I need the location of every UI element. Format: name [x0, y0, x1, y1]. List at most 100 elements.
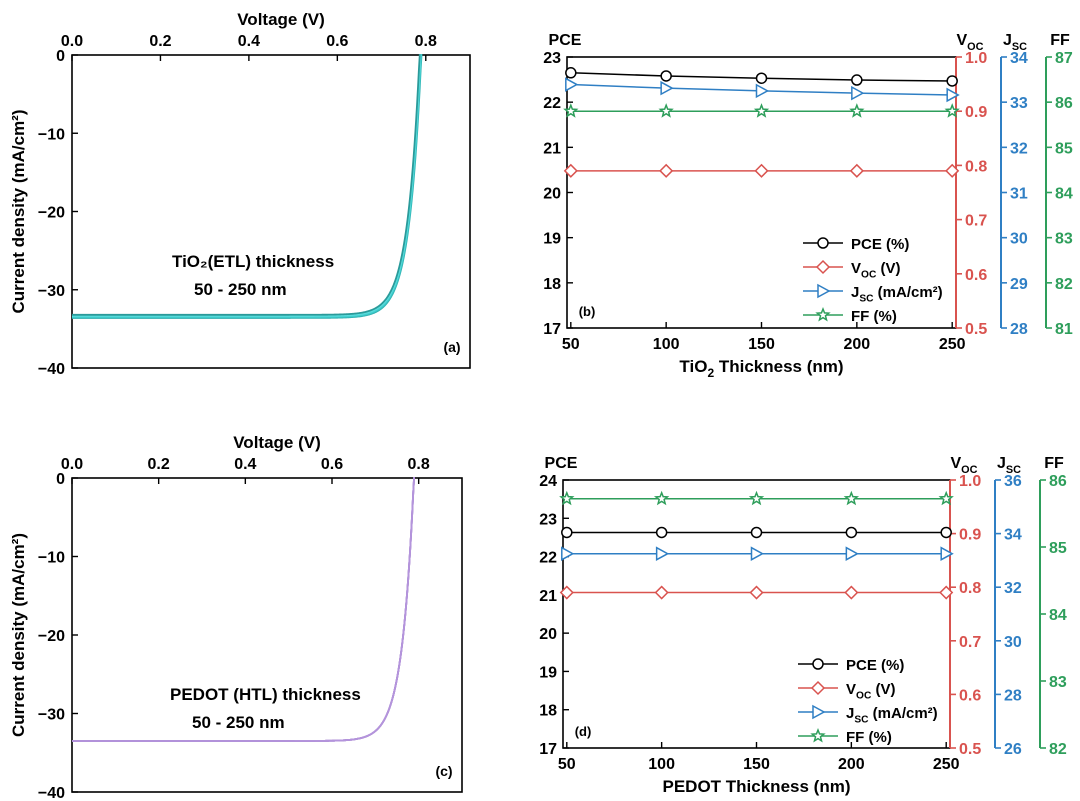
data-point-voc [945, 163, 960, 178]
pce-tick-label: 17 [543, 321, 561, 338]
jsc-tick-label: 32 [1004, 580, 1022, 597]
x-tick-label: 0.2 [149, 33, 171, 50]
legend-marker [815, 259, 831, 275]
legend-label: VOC (V) [846, 681, 895, 702]
data-point-jsc-shape [851, 85, 865, 101]
jsc-tick-label: 31 [1010, 186, 1028, 203]
ff-tick-label: 86 [1049, 473, 1067, 490]
jsc-tick-label: 34 [1010, 50, 1028, 67]
x-tick-label: 0.4 [234, 456, 256, 473]
data-point-pce-shape [561, 526, 573, 539]
data-point-jsc-shape [565, 77, 579, 92]
legend-label: FF (%) [846, 729, 892, 746]
legend-label: FF (%) [851, 308, 897, 325]
ff-axis-title: FF [1044, 455, 1064, 472]
data-point-voc-shape [939, 585, 954, 600]
data-point-voc [754, 163, 769, 178]
pce-tick-label: 22 [539, 550, 557, 567]
x-axis-title: TiO2 Thickness (nm) [679, 357, 843, 380]
data-point-pce-shape [750, 526, 763, 539]
pce-tick-label: 23 [539, 511, 557, 528]
data-point-ff [849, 103, 865, 118]
data-point-pce [940, 526, 952, 539]
y-axis-title: Current density (mA/cm²) [9, 533, 28, 737]
data-point-ff [653, 490, 670, 506]
pce-tick-label: 20 [543, 186, 561, 203]
data-point-pce [946, 75, 958, 87]
legend-marker [812, 658, 824, 670]
data-point-pce [750, 526, 763, 539]
data-point-jsc-shape [561, 546, 575, 561]
voc-tick-label: 0.8 [959, 580, 981, 597]
x-axis-title: PEDOT Thickness (nm) [663, 777, 851, 796]
data-point-pce [845, 526, 858, 539]
x-tick-label: 200 [843, 336, 870, 353]
y-tick-label: 0 [56, 471, 65, 488]
data-point-voc [654, 585, 669, 600]
pce-tick-label: 18 [543, 276, 561, 293]
pce-tick-label: 20 [539, 626, 557, 643]
data-point-ff [563, 103, 579, 118]
data-point-voc-shape [945, 163, 960, 178]
data-point-jsc-shape [755, 83, 770, 99]
x-tick-label: 150 [748, 336, 775, 353]
voc-tick-label: 1.0 [965, 50, 987, 67]
panel-label: (c) [435, 763, 452, 779]
data-point-ff-shape [843, 490, 860, 506]
data-point-pce [561, 526, 573, 539]
data-point-ff-shape [753, 103, 770, 118]
data-point-jsc-shape [750, 546, 765, 561]
x-tick-label: 200 [838, 756, 865, 773]
data-point-voc-shape [659, 163, 674, 178]
pce-axis-title: PCE [549, 32, 582, 49]
legend-marker-shape [810, 727, 826, 743]
x-tick-label: 0.2 [148, 456, 170, 473]
y-tick-label: −10 [38, 550, 65, 567]
y-tick-label: −20 [38, 205, 65, 222]
data-point-voc [844, 585, 859, 600]
data-point-jsc [750, 546, 765, 561]
panel-label: (d) [575, 724, 592, 739]
data-point-jsc-shape [660, 80, 674, 96]
ff-tick-label: 82 [1055, 276, 1073, 293]
data-point-voc [563, 163, 578, 178]
data-point-jsc [565, 77, 579, 92]
jv-curve-200nm [72, 54, 422, 317]
data-point-pce-shape [946, 75, 958, 87]
data-point-voc-shape [749, 585, 764, 600]
jv-curve-100nm [72, 54, 422, 319]
data-point-voc-shape [559, 585, 574, 600]
voc-tick-label: 0.9 [959, 527, 981, 544]
data-point-voc-shape [563, 163, 578, 178]
data-point-ff [658, 103, 674, 118]
voc-tick-label: 0.8 [965, 158, 987, 175]
data-point-ff-shape [849, 103, 865, 118]
pce-tick-label: 18 [539, 703, 557, 720]
data-point-jsc-shape [845, 546, 859, 561]
jsc-tick-label: 32 [1010, 140, 1028, 157]
legend-label: VOC (V) [851, 260, 900, 281]
data-point-pce [755, 72, 768, 84]
data-point-jsc-shape [940, 546, 954, 561]
legend-marker [817, 237, 829, 249]
data-point-jsc [561, 546, 575, 561]
voc-tick-label: 0.7 [965, 213, 987, 230]
jsc-tick-label: 26 [1004, 741, 1022, 758]
legend-marker [810, 680, 826, 696]
data-point-voc [849, 163, 864, 178]
legend-label: JSC (mA/cm²) [846, 705, 938, 726]
data-point-voc [749, 585, 764, 600]
ff-tick-label: 85 [1049, 540, 1067, 557]
ff-tick-label: 87 [1055, 50, 1073, 67]
legend-marker-shape [817, 283, 831, 299]
x-tick-label: 150 [743, 756, 770, 773]
pce-tick-label: 21 [543, 140, 561, 157]
data-point-ff-shape [653, 490, 670, 506]
jv-curve-50nm [72, 54, 423, 319]
y-tick-label: −20 [38, 628, 65, 645]
y-tick-label: −30 [38, 707, 65, 724]
voc-tick-label: 1.0 [959, 473, 981, 490]
data-point-voc [939, 585, 954, 600]
ff-tick-label: 83 [1049, 674, 1067, 691]
data-point-ff-shape [563, 103, 579, 118]
